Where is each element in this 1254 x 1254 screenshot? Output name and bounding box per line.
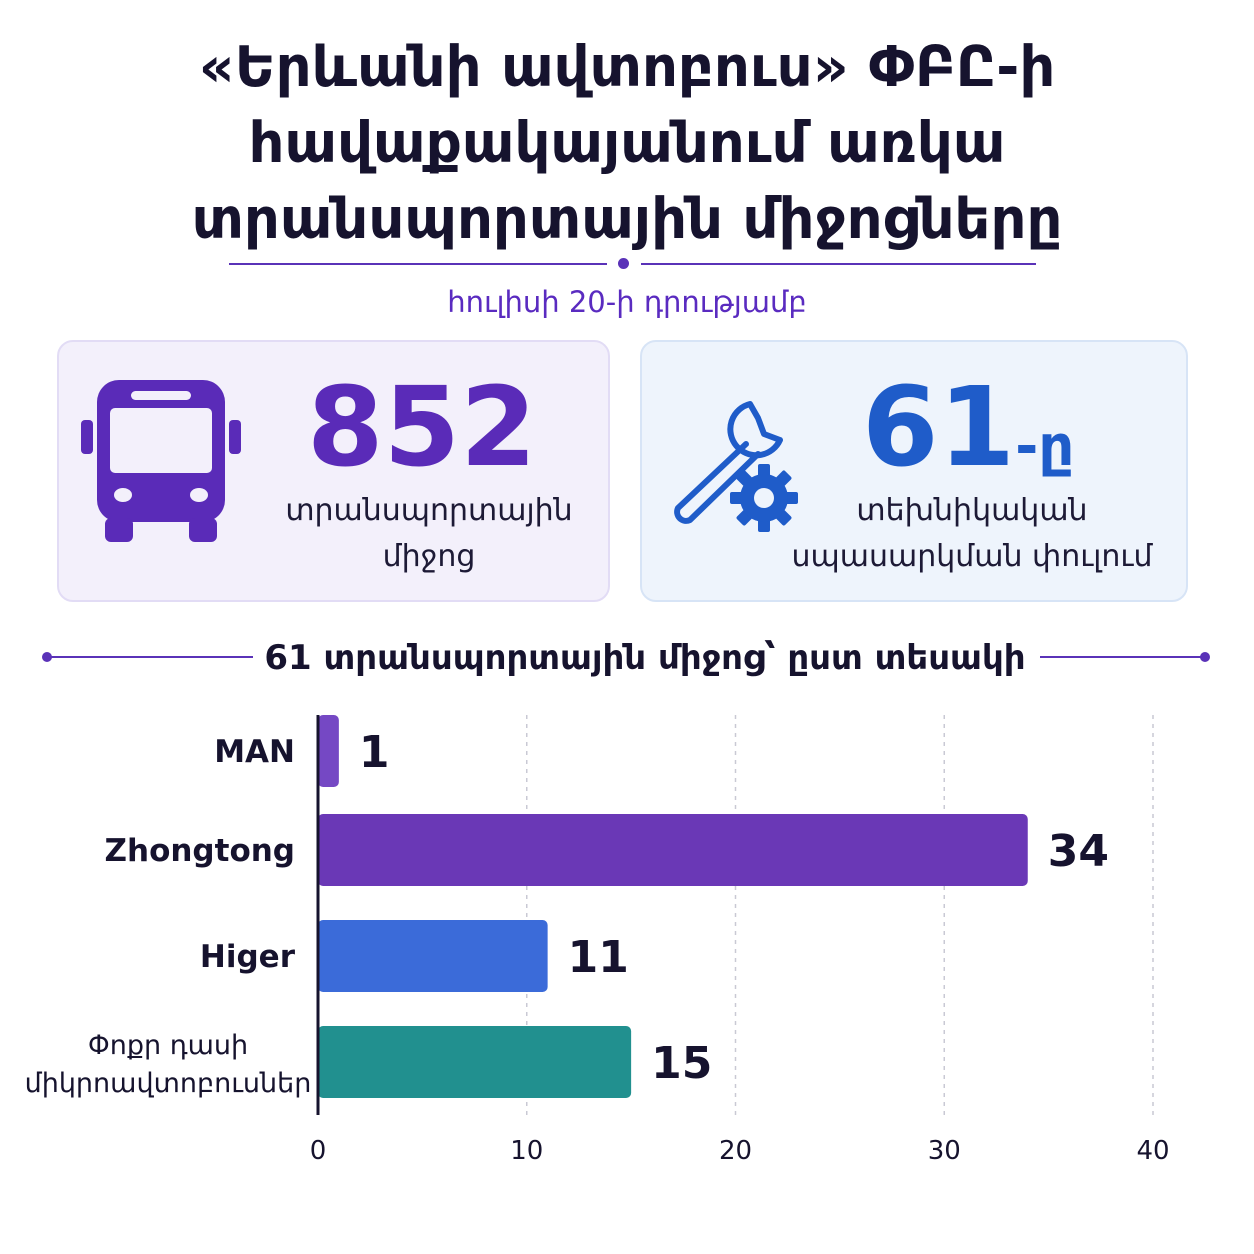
total-vehicles-value: 852	[307, 363, 537, 491]
title-line: տրանսպորտային միջոցները	[191, 187, 1063, 252]
x-tick-label: 20	[719, 1136, 752, 1166]
repair-number: 61	[862, 363, 1016, 491]
label-line: տրանսպորտային	[285, 493, 573, 528]
data-label: 11	[568, 932, 629, 983]
data-label: 34	[1048, 826, 1109, 877]
wrench-gear-icon	[674, 401, 798, 532]
x-tick-label: 40	[1136, 1136, 1169, 1166]
bar	[318, 814, 1028, 886]
section-divider-left	[47, 656, 253, 658]
chart-title: 61 տրանսպորտային միջոց՝ ըստ տեսակի	[264, 638, 1026, 678]
bar	[318, 1026, 632, 1098]
x-tick-label: 30	[928, 1136, 961, 1166]
title-divider-dot	[618, 258, 629, 269]
title-divider-left	[229, 263, 607, 265]
label-line: միջոց	[382, 539, 476, 574]
date-subtitle: հուլիսի 20-ի դրությամբ	[447, 285, 807, 319]
bar-chart: 1 MAN 34 Zhongtong 11 Higer 15 Փոքր դասի միկրոավ…	[25, 715, 1170, 1166]
bar	[318, 715, 339, 787]
data-label: 15	[651, 1038, 712, 1089]
x-tick-label: 0	[310, 1136, 327, 1166]
title-line: «Երևանի ավտոբուս» ՓԲԸ-ի	[198, 35, 1056, 100]
repair-vehicles-card: 61-ը տեխնիկական սպասարկման փուլում	[640, 340, 1188, 602]
label-line: տեխնիկական	[856, 493, 1088, 528]
section-divider-right	[1040, 656, 1205, 658]
category-label: Փոքր դասի միկրոավտոբուսներ	[25, 1030, 312, 1099]
x-tick-label: 10	[510, 1136, 543, 1166]
page-title: «Երևանի ավտոբուս» ՓԲԸ-ի հավաքակայանում ա…	[0, 30, 1254, 258]
category-label: Zhongtong	[105, 833, 295, 869]
section-divider-dot-right	[1200, 652, 1210, 662]
bus-icon	[81, 380, 241, 542]
title-divider-right	[641, 263, 1036, 265]
category-label: Higer	[200, 939, 296, 975]
category-label: MAN	[214, 734, 295, 770]
repair-vehicles-label: տեխնիկական սպասարկման փուլում	[772, 488, 1172, 580]
label-line: սպասարկման փուլում	[791, 539, 1153, 574]
bar	[318, 920, 548, 992]
total-vehicles-card: 852 տրանսպորտային միջոց	[57, 340, 610, 602]
repair-suffix: -ը	[1015, 414, 1075, 479]
total-vehicles-label: տրանսպորտային միջոց	[259, 488, 599, 580]
title-line: հավաքակայանում առկա	[248, 111, 1006, 176]
repair-vehicles-value: 61-ը	[862, 372, 1074, 482]
data-label: 1	[359, 727, 390, 778]
